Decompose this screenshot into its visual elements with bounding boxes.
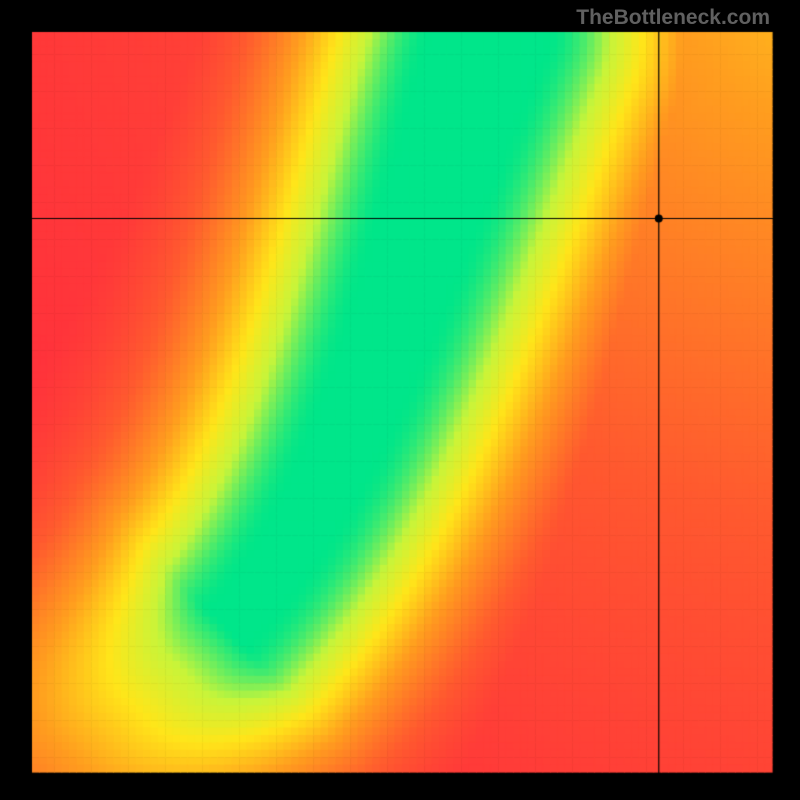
- watermark-text: TheBottleneck.com: [576, 6, 770, 30]
- chart-container: TheBottleneck.com: [0, 0, 800, 800]
- heatmap-canvas: [0, 0, 800, 800]
